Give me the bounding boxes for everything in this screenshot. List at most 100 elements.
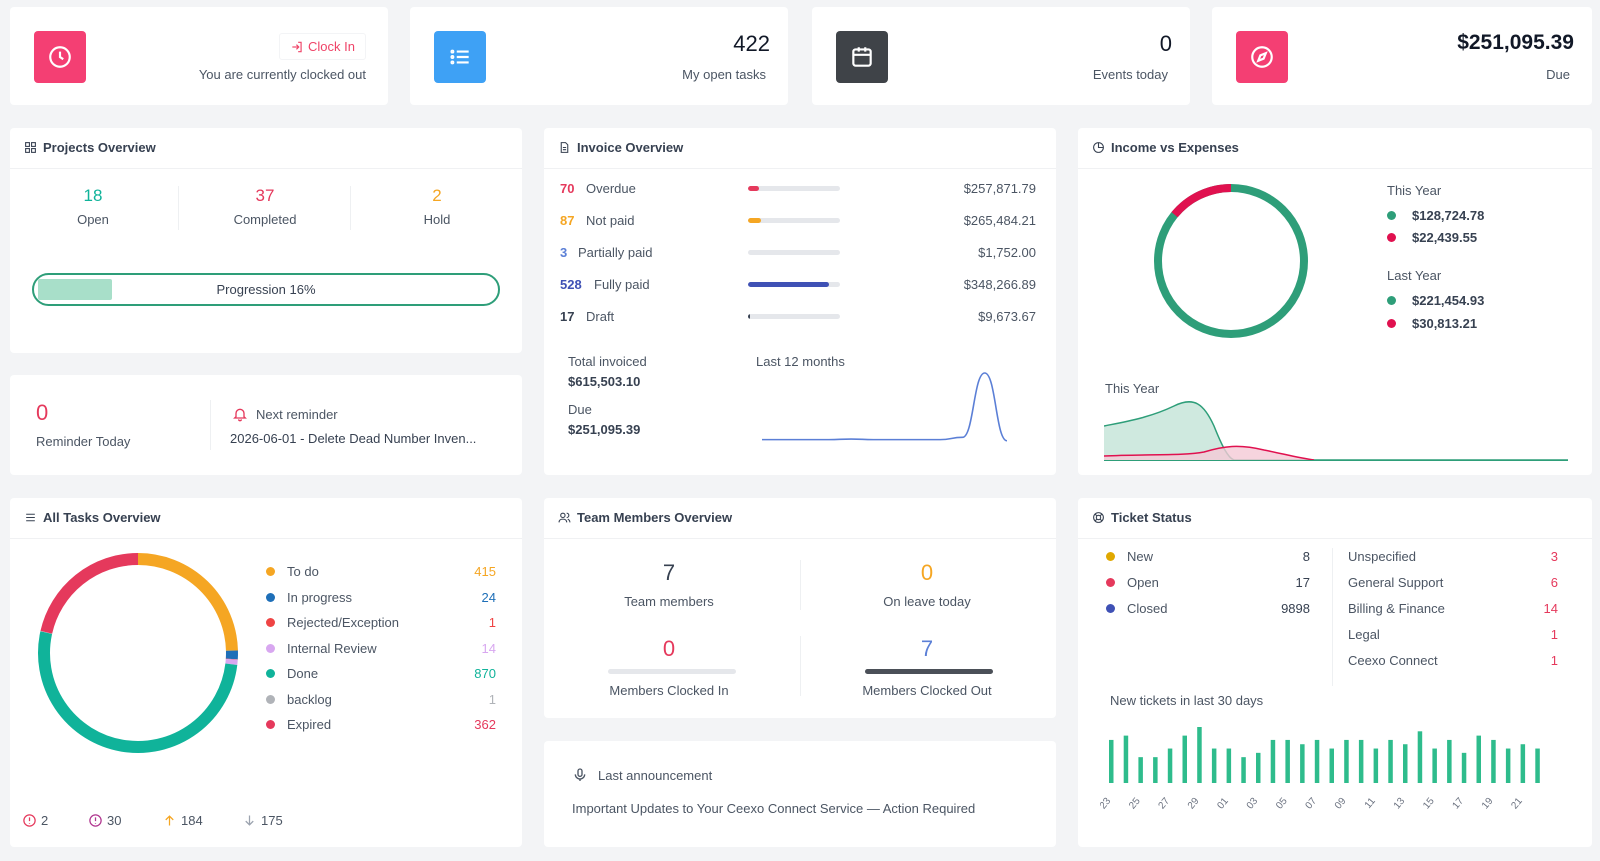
ticket-tick-label: 11 (1363, 796, 1378, 811)
calendar-icon-tile (836, 31, 888, 83)
income-area (1104, 401, 1234, 460)
tasks-legend-item[interactable]: To do 415 (266, 564, 496, 579)
ticket-bar[interactable] (1167, 748, 1173, 783)
ticket-bar[interactable] (1417, 731, 1423, 783)
ticket-bar[interactable] (1432, 748, 1437, 783)
legend-label: To do (287, 564, 319, 579)
ticket-bar[interactable] (1182, 735, 1188, 783)
ticket-bar[interactable] (1535, 748, 1540, 783)
ticket-bar[interactable] (1373, 748, 1379, 783)
ticket-bar[interactable] (1123, 735, 1129, 783)
tasks-legend-item[interactable]: Expired 362 (266, 717, 496, 732)
next-reminder-label: Next reminder (256, 406, 338, 422)
ticket-bar[interactable] (1344, 739, 1349, 783)
projects-open-label: Open (77, 212, 109, 227)
ticket-tick-label: 25 (1127, 796, 1143, 812)
ticket-tick-label: 09 (1333, 796, 1349, 812)
team-members-label: Team members (624, 594, 714, 609)
announcement-text[interactable]: Important Updates to Your Ceexo Connect … (572, 801, 976, 816)
tasks-donut-slice[interactable] (40, 553, 139, 634)
ticket-bar[interactable] (1461, 752, 1467, 783)
projects-completed-stat[interactable]: 37 Completed (185, 186, 345, 227)
tasks-footer-stat[interactable]: 175 (242, 813, 283, 828)
ticket-bar[interactable] (1138, 757, 1143, 783)
tasks-legend-item[interactable]: Rejected/Exception 1 (266, 615, 496, 630)
ticket-tick-label: 17 (1451, 796, 1467, 812)
ticket-bar[interactable] (1153, 757, 1158, 783)
clock-in-button[interactable]: Clock In (279, 33, 366, 60)
projects-hold-stat[interactable]: 2 Hold (357, 186, 517, 227)
next-reminder-text[interactable]: 2026-06-01 - Delete Dead Number Inven... (230, 431, 477, 446)
ticket-category-item[interactable]: Ceexo Connect 1 (1348, 653, 1558, 668)
invoice-row-count: 87 (560, 213, 575, 228)
ticket-bar[interactable] (1491, 739, 1496, 783)
invoice-row[interactable]: 528 Fully paid $348,266.89 (560, 275, 1036, 295)
tasks-footer-stat[interactable]: 2 (22, 813, 48, 828)
tasks-footer-stat[interactable]: 30 (88, 813, 121, 828)
ticket-status-item[interactable]: Open 17 (1106, 575, 1310, 590)
ticket-category-item[interactable]: General Support 6 (1348, 575, 1558, 590)
ticket-bar[interactable] (1329, 748, 1335, 783)
ticket-bar[interactable] (1256, 752, 1261, 783)
on-leave-stat[interactable]: 0 On leave today (802, 560, 1052, 609)
tasks-overview-title: All Tasks Overview (43, 510, 161, 525)
clocked-out-stat[interactable]: 7 (802, 636, 1052, 662)
ticket-bar[interactable] (1476, 735, 1482, 783)
ticket-bar[interactable] (1226, 748, 1232, 783)
invoice-row-amount: $1,752.00 (978, 245, 1036, 260)
invoice-due-value: $251,095.39 (568, 422, 641, 437)
tasks-legend-item[interactable]: backlog 1 (266, 692, 496, 707)
ticket-status-dot (1106, 552, 1115, 561)
ticket-tick-label: 15 (1421, 796, 1437, 812)
ticket-category-label: General Support (1348, 575, 1444, 590)
tasks-legend-item[interactable]: Done 870 (266, 666, 496, 681)
legend-value: 1 (488, 615, 496, 630)
team-members-stat[interactable]: 7 Team members (544, 560, 794, 609)
ticket-bar[interactable] (1520, 744, 1526, 783)
tickets-bar-chart: 23 25 27 29 01 03 05 07 09 11 13 15 17 19 21 (1100, 727, 1540, 812)
invoice-row-label: Overdue (586, 181, 636, 196)
ticket-bar[interactable] (1109, 739, 1114, 783)
invoice-row[interactable]: 17 Draft $9,673.67 (560, 307, 1036, 327)
legend-dot (266, 694, 275, 704)
invoice-row-label: Not paid (586, 213, 635, 228)
clocked-in-stat[interactable]: 0 (544, 636, 794, 662)
ticket-status-value: 8 (1302, 549, 1310, 564)
invoice-row[interactable]: 3 Partially paid $1,752.00 (560, 243, 1036, 263)
income-last-year-value: $221,454.93 (1387, 293, 1484, 308)
ticket-category-item[interactable]: Billing & Finance 14 (1348, 601, 1558, 616)
ticket-status-item[interactable]: New 8 (1106, 549, 1310, 564)
ticket-bar[interactable] (1505, 748, 1511, 783)
legend-label: Done (287, 666, 319, 681)
events-card[interactable]: 0 Events today (812, 7, 1190, 105)
legend-dot (266, 643, 275, 653)
tasks-legend-item[interactable]: In progress 24 (266, 590, 496, 605)
ticket-status-item[interactable]: Closed 9898 (1106, 601, 1310, 616)
ticket-bar[interactable] (1388, 739, 1393, 783)
ticket-category-label: Legal (1348, 627, 1380, 642)
tasks-donut-slice[interactable] (137, 553, 238, 651)
ticket-bar[interactable] (1197, 727, 1202, 783)
tasks-donut-slice[interactable] (38, 631, 238, 753)
ticket-bar[interactable] (1285, 739, 1290, 783)
ticket-bar[interactable] (1314, 739, 1320, 783)
ticket-bar[interactable] (1270, 739, 1276, 783)
invoice-row[interactable]: 87 Not paid $265,484.21 (560, 211, 1036, 231)
open-tasks-card[interactable]: 422 My open tasks (410, 7, 788, 105)
tasks-footer-stat[interactable]: 184 (162, 813, 203, 828)
ticket-category-item[interactable]: Unspecified 3 (1348, 549, 1558, 564)
ticket-bar[interactable] (1358, 739, 1364, 783)
due-card[interactable]: $251,095.39 Due (1212, 7, 1592, 105)
tasks-legend-item[interactable]: Internal Review 14 (266, 641, 496, 656)
legend-dot (266, 669, 275, 678)
invoice-row[interactable]: 70 Overdue $257,871.79 (560, 179, 1036, 199)
projects-open-stat[interactable]: 18 Open (13, 186, 173, 227)
ticket-bar[interactable] (1447, 739, 1452, 783)
ticket-category-item[interactable]: Legal 1 (1348, 627, 1558, 642)
ticket-bar[interactable] (1403, 744, 1408, 783)
ticket-bar[interactable] (1300, 744, 1305, 783)
announcement-card[interactable]: Last announcement Important Updates to Y… (544, 741, 1056, 847)
ticket-bar[interactable] (1241, 757, 1246, 783)
invoice-row-bar (748, 282, 840, 287)
ticket-bar[interactable] (1211, 748, 1217, 783)
